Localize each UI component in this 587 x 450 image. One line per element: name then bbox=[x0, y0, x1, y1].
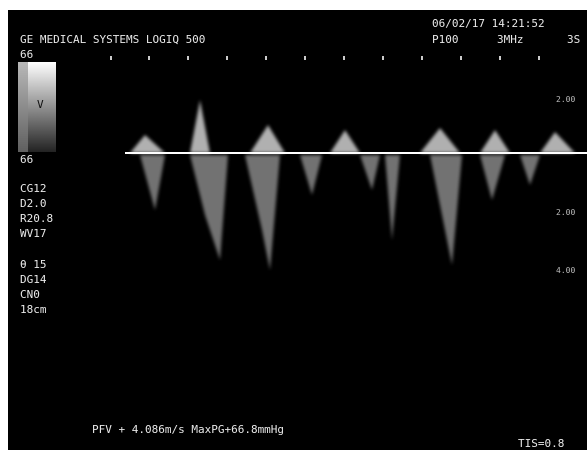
parameter: WV17 bbox=[20, 227, 47, 240]
parameter: DG14 bbox=[20, 273, 47, 286]
gray-bar-mark: V bbox=[37, 98, 44, 111]
parameter: θ 15 bbox=[20, 258, 47, 271]
page: 06/02/17 14:21:52 GE MEDICAL SYSTEMS LOG… bbox=[0, 0, 587, 450]
gray-bar-bottom: 66 bbox=[20, 153, 33, 166]
datetime: 06/02/17 14:21:52 bbox=[432, 17, 545, 30]
power: P100 bbox=[432, 33, 459, 46]
gray-bar-top: 66 bbox=[20, 48, 33, 61]
system-name: GE MEDICAL SYSTEMS LOGIQ 500 bbox=[20, 33, 205, 46]
parameter: CN0 bbox=[20, 288, 40, 301]
gray-bar-strip bbox=[18, 62, 28, 152]
display-area bbox=[8, 10, 587, 450]
ultrasound-screen: 06/02/17 14:21:52 GE MEDICAL SYSTEMS LOG… bbox=[0, 0, 587, 450]
frequency: 3MHz bbox=[497, 33, 524, 46]
scale-label: 2.00 bbox=[556, 208, 575, 217]
probe: 3S bbox=[567, 33, 580, 46]
scale-label: 4.00 bbox=[556, 266, 575, 275]
measurement: PFV + 4.086m/s MaxPG+66.8mmHg bbox=[92, 423, 284, 436]
parameter: D2.0 bbox=[20, 197, 47, 210]
parameter: 18cm bbox=[20, 303, 47, 316]
parameter: CG12 bbox=[20, 182, 47, 195]
scale-label: 2.00 bbox=[556, 95, 575, 104]
parameter: R20.8 bbox=[20, 212, 53, 225]
tis: TIS=0.8 bbox=[518, 437, 564, 450]
